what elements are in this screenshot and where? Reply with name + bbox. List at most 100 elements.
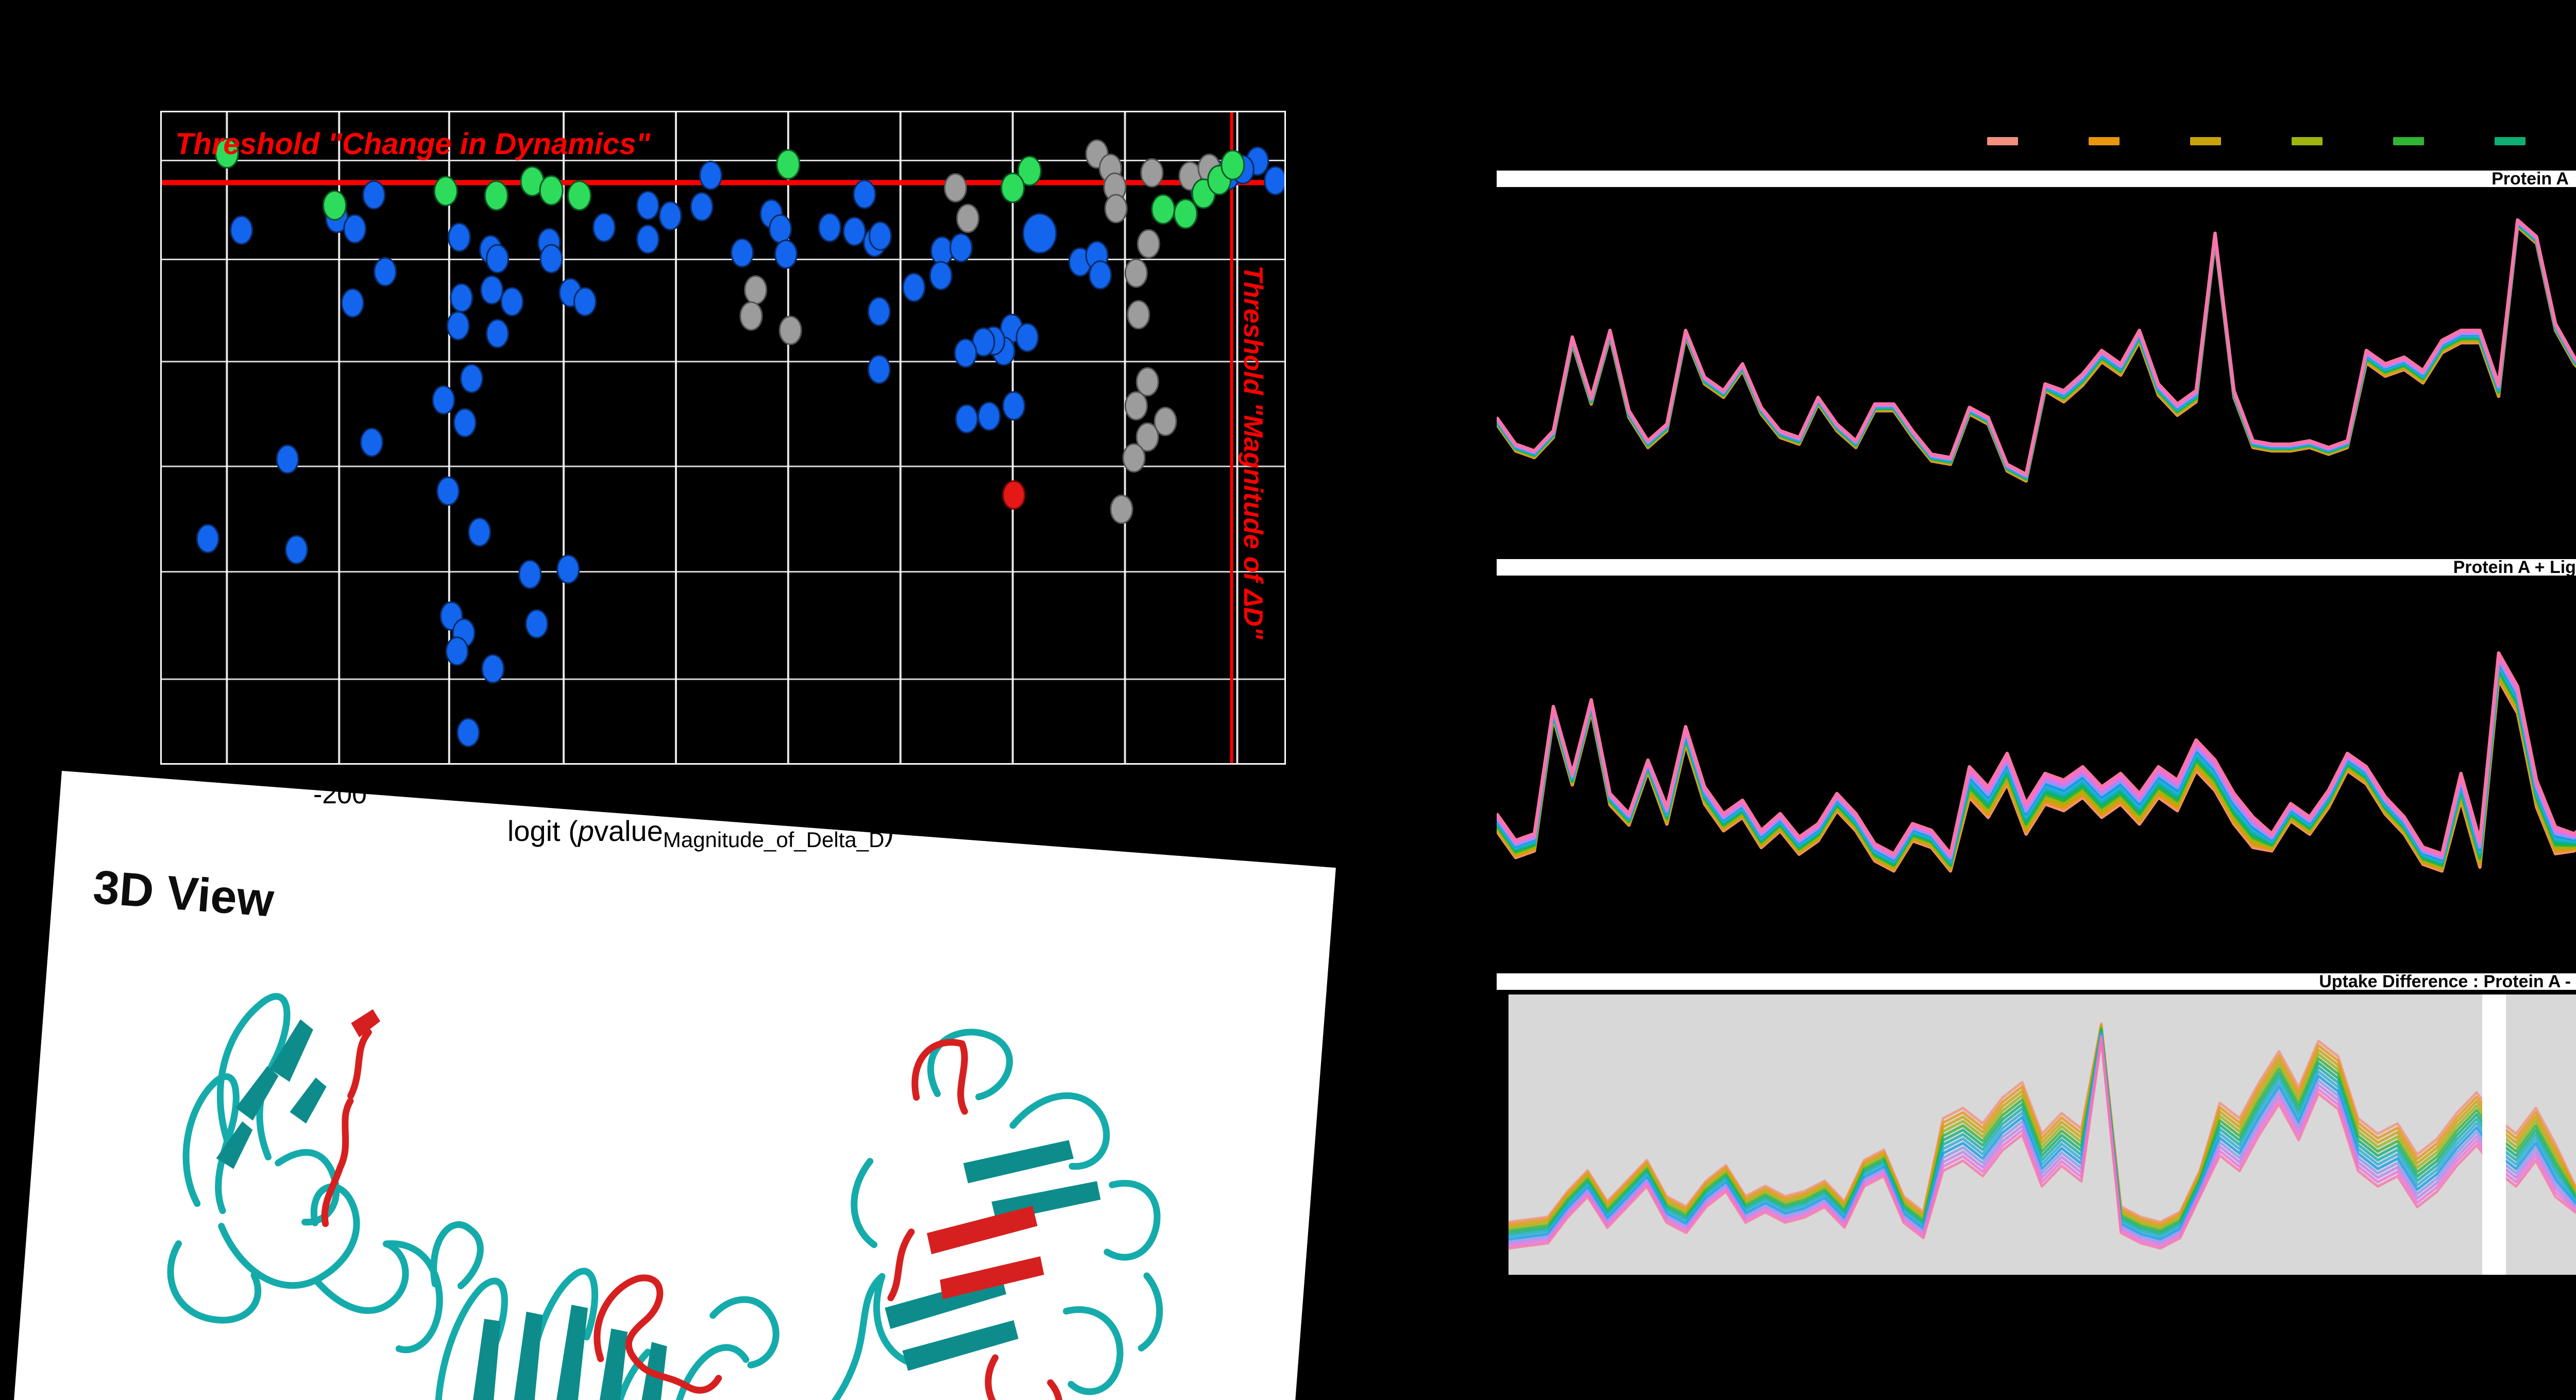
point-green <box>1151 194 1176 225</box>
point-gray <box>1104 194 1128 224</box>
point-blue <box>690 192 714 222</box>
uptake-line-4 <box>1497 225 2576 480</box>
threshold-magnitude-label: Threshold "Magnitude of ΔD" <box>1238 265 1268 639</box>
point-red <box>1002 480 1026 510</box>
point-green <box>214 138 239 169</box>
point-blue <box>230 215 253 245</box>
volcano-plot[interactable] <box>160 111 1286 765</box>
point-green <box>484 180 509 211</box>
panel-title-protein-a: Protein A <box>1497 169 2576 189</box>
uptake-line-6 <box>1497 632 2576 864</box>
point-blue <box>1264 166 1284 196</box>
legend-swatch-1[interactable] <box>1987 137 2018 145</box>
point-blue <box>374 257 397 286</box>
threshold-change-in-dynamics-label: Threshold "Change in Dynamics" <box>175 127 650 161</box>
point-blue <box>592 213 616 243</box>
uptake-line-13 <box>1497 220 2576 475</box>
3d-view-title: 3D View <box>91 861 276 927</box>
point-blue <box>343 214 367 244</box>
point-gray <box>1137 229 1160 259</box>
point-green <box>539 175 564 206</box>
point-green <box>567 180 592 211</box>
point-blue <box>525 609 549 639</box>
protein-ribbon-structure[interactable] <box>129 932 1234 1400</box>
uptake-line-3 <box>1497 226 2576 480</box>
uptake-line-1 <box>1497 227 2576 484</box>
point-gray <box>744 275 768 305</box>
point-blue <box>276 444 299 474</box>
point-gray <box>956 204 980 233</box>
uptake-line-13 <box>1509 1039 2576 1253</box>
uptake-line-9 <box>1497 622 2576 859</box>
ribbon-red-strands <box>351 1009 1044 1300</box>
point-blue <box>636 224 660 254</box>
point-blue <box>453 408 477 437</box>
3d-view-panel[interactable]: 3D View <box>7 771 1336 1400</box>
uptake-line-10 <box>1497 619 2576 858</box>
point-blue <box>284 535 308 565</box>
point-blue <box>486 244 510 274</box>
panel-title-uptake-difference: Uptake Difference : Protein A - (Protein… <box>1497 971 2576 991</box>
volcano-x-axis-title: logit (pvalueMagnitude_of_Delta_D) <box>507 815 894 852</box>
point-blue <box>432 385 455 415</box>
point-gray <box>1154 407 1177 436</box>
point-blue <box>1089 260 1112 290</box>
uptake-line-8 <box>1497 626 2576 861</box>
uptake-line-13 <box>1497 610 2576 854</box>
point-blue <box>853 179 876 209</box>
point-green <box>1173 198 1198 229</box>
sequence-gap-band <box>2482 994 2506 1275</box>
point-blue <box>518 560 542 589</box>
point-blue <box>460 364 483 394</box>
point-blue <box>977 401 1001 431</box>
point-blue <box>481 654 505 684</box>
uptake-difference-title-text: Uptake Difference : Protein A - (Protein… <box>2319 971 2576 991</box>
legend-swatch-2[interactable] <box>2089 137 2120 145</box>
point-green <box>1017 156 1042 187</box>
legend-swatch-3[interactable] <box>2190 137 2221 145</box>
point-blue <box>196 524 219 553</box>
legend-swatch-4[interactable] <box>2292 137 2323 145</box>
point-blue <box>842 216 866 246</box>
point-blue <box>929 261 953 291</box>
point-blue <box>636 191 660 221</box>
x-tick--100: -100 <box>535 780 590 809</box>
legend-swatch-5[interactable] <box>2393 137 2424 145</box>
point-blue <box>486 318 510 348</box>
uptake-line-5 <box>1497 225 2576 479</box>
point-green <box>323 190 347 221</box>
point-blue <box>954 338 977 368</box>
uptake-line-7 <box>1497 629 2576 863</box>
protein-a-ligand-title-text: Protein A + Ligand <box>2453 557 2576 577</box>
point-gray <box>778 315 802 345</box>
point-blue-large <box>1022 213 1057 254</box>
point-blue <box>450 283 473 313</box>
point-gray <box>944 173 968 203</box>
uptake-line-2 <box>1497 226 2576 481</box>
point-blue <box>445 636 469 666</box>
point-blue <box>1015 323 1039 352</box>
point-blue <box>539 244 563 274</box>
point-blue <box>446 311 470 341</box>
panel-title-protein-a-ligand: Protein A + Ligand <box>1497 557 2576 577</box>
point-blue <box>658 201 682 231</box>
uptake-chart-protein-a-ligand[interactable] <box>1497 581 2576 945</box>
point-green <box>776 149 801 180</box>
point-blue <box>731 238 754 268</box>
ribbon-red-highlights <box>321 1028 1063 1400</box>
point-blue <box>468 517 492 547</box>
point-blue <box>500 287 524 317</box>
point-blue <box>360 427 383 457</box>
uptake-chart-protein-a[interactable] <box>1497 192 2576 555</box>
point-blue <box>341 288 364 318</box>
point-gray <box>1124 258 1148 288</box>
point-blue <box>774 239 798 269</box>
point-blue <box>867 296 891 326</box>
point-blue <box>699 161 723 191</box>
legend-swatch-6[interactable] <box>2495 137 2526 145</box>
point-blue <box>1002 391 1026 421</box>
point-blue <box>949 233 973 263</box>
uptake-difference-chart[interactable] <box>1509 994 2576 1275</box>
point-blue <box>818 213 842 243</box>
volcano-scatter-canvas[interactable] <box>162 112 1284 763</box>
